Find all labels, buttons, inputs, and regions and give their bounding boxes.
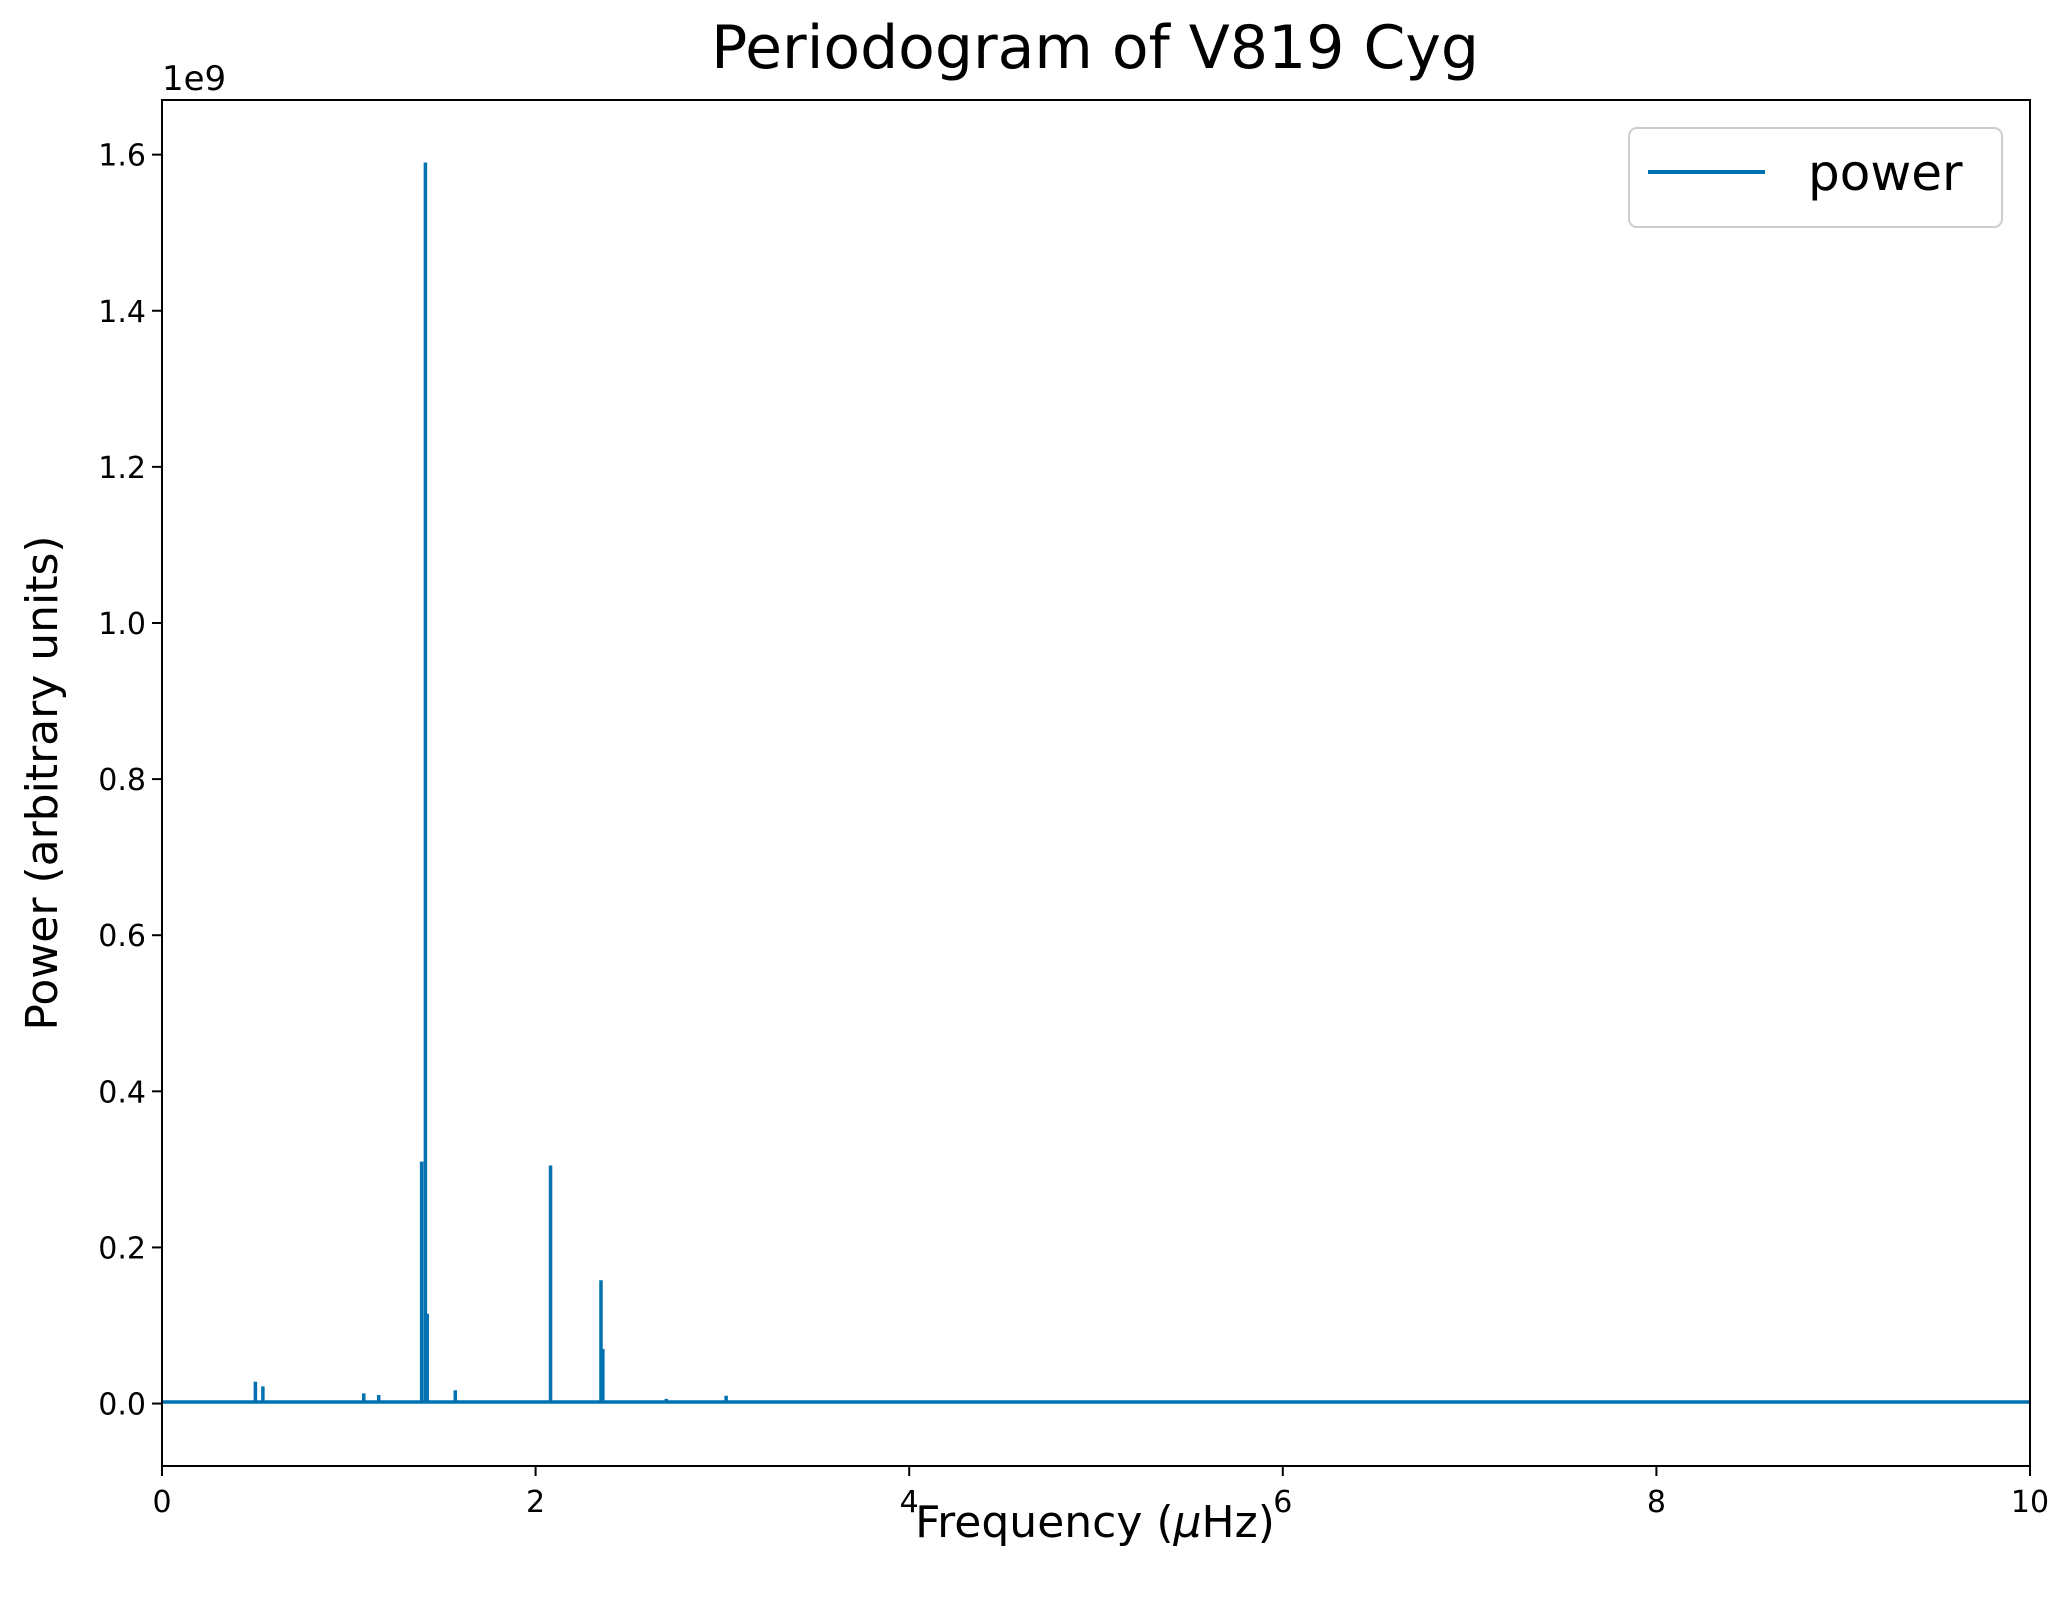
y-tick-label: 0.8 [98, 763, 146, 798]
y-tick-label: 1.6 [98, 139, 146, 174]
legend-label-power: power [1808, 144, 1963, 202]
y-tick-label: 0.4 [98, 1075, 146, 1110]
x-axis-label: Frequency (μHz) [915, 1497, 1275, 1548]
x-tick-label: 8 [1647, 1485, 1666, 1520]
x-axis-label-suffix: Hz) [1202, 1497, 1275, 1548]
legend: power [1628, 127, 2003, 228]
y-tick-label: 1.0 [98, 607, 146, 642]
y-tick-label: 0.2 [98, 1231, 146, 1266]
x-tick-label: 6 [1273, 1485, 1292, 1520]
x-tick-label: 10 [2011, 1485, 2049, 1520]
y-axis-label: Power (arbitrary units) [17, 535, 68, 1030]
y-tick-label: 1.4 [98, 295, 146, 330]
x-axis-label-prefix: Frequency ( [915, 1497, 1173, 1548]
plot-frame [161, 99, 2031, 1467]
y-tick-label: 0.0 [98, 1388, 146, 1423]
legend-box [1628, 127, 2003, 228]
y-axis-ticks: 0.0 0.2 0.4 0.6 0.8 1.0 1.2 1.4 1.6 [98, 139, 162, 1423]
y-tick-label: 0.6 [98, 919, 146, 954]
series-layer [162, 162, 2030, 1404]
x-axis-ticks: 0 2 4 6 8 10 [152, 1466, 2049, 1520]
x-axis-label-mu: μ [1173, 1497, 1202, 1548]
x-tick-label: 0 [152, 1485, 171, 1520]
y-axis-offset-label: 1e9 [162, 59, 226, 99]
x-tick-label: 4 [900, 1485, 919, 1520]
y-tick-label: 1.2 [98, 451, 146, 486]
chart-title: Periodogram of V819 Cyg [711, 13, 1479, 83]
x-tick-label: 2 [526, 1485, 545, 1520]
